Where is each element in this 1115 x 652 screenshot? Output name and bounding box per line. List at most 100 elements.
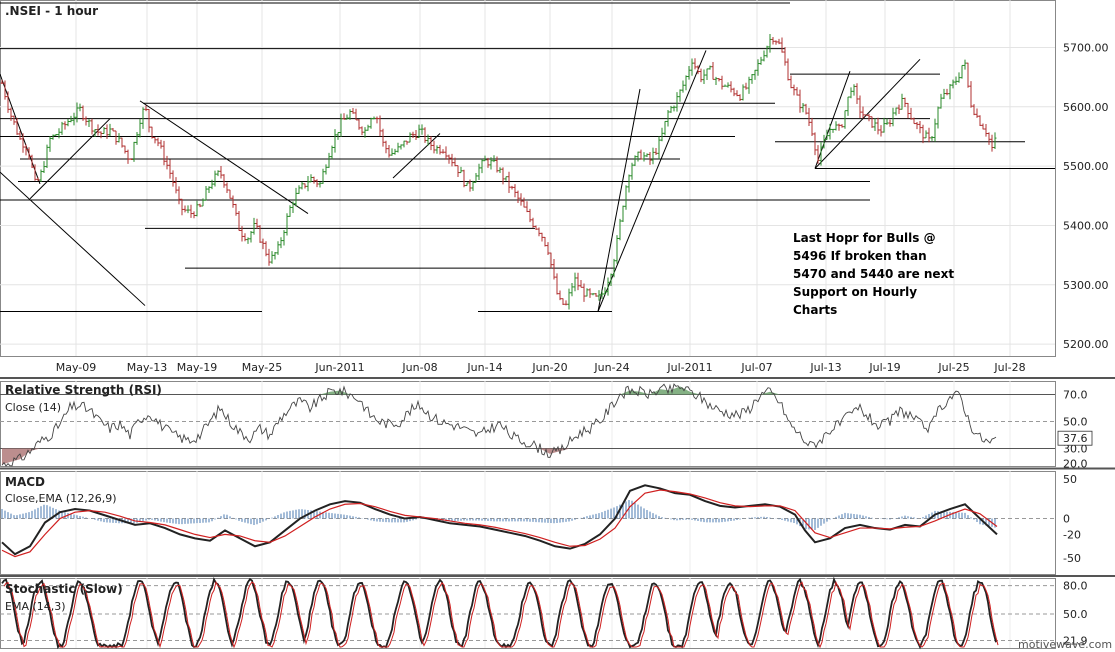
ohlc-bar [441,149,445,154]
annotation-text: Last Hopr for Bulls @ 5496 If broken tha… [793,231,954,317]
ohlc-bar [375,116,379,124]
ohlc-bar [927,127,931,143]
ohlc-bar [831,128,835,133]
ohlc-bar [726,82,730,88]
x-tick-label: Jul-25 [937,361,969,374]
ohlc-bar [81,105,85,121]
ohlc-bar [189,204,193,218]
ohlc-bar [75,102,79,123]
ohlc-bar [480,158,484,174]
ohlc-bar [603,287,607,295]
ohlc-bar [657,136,661,160]
ohlc-bar [765,45,769,58]
ohlc-bar [645,153,649,157]
ohlc-bar [558,290,562,301]
ohlc-bar [291,201,295,213]
x-tick-label: Jun-14 [466,361,502,374]
x-tick-label: Jul-28 [993,361,1025,374]
trend-line [814,58,921,169]
rsi-tick-label: 50.0 [1063,415,1088,428]
ohlc-bar [276,241,280,255]
ohlc-bar [762,50,766,62]
trend-line [392,133,441,179]
ohlc-bar [42,161,46,173]
ohlc-bar [978,115,982,127]
ohlc-bar [582,283,586,302]
ohlc-bar [849,87,853,99]
ohlc-bar [597,290,601,301]
ohlc-bar [756,59,760,76]
stoch-tick-label: 50.0 [1063,608,1088,621]
ohlc-bar [411,131,415,138]
ohlc-bar [612,258,616,278]
ohlc-bar [717,78,721,82]
x-tick-label: Jun-2011 [314,361,364,374]
ohlc-bar [951,79,955,89]
ohlc-bar [729,81,733,93]
ohlc-bar [402,140,406,148]
ohlc-bar [966,62,970,88]
ohlc-bar [633,155,637,166]
ohlc-bar [546,242,550,255]
x-tick-label: Jun-08 [401,361,437,374]
ohlc-bar [414,130,418,141]
ohlc-bar [654,148,658,155]
ohlc-bar [606,277,610,296]
ohlc-bar [372,116,376,120]
ohlc-bar [738,94,742,102]
ohlc-bar [591,293,595,296]
ohlc-bar [531,217,535,228]
rsi-last-value: 37.6 [1063,432,1088,445]
ohlc-bar [234,203,238,216]
ohlc-bar [420,124,424,135]
ohlc-bar [174,177,178,194]
ohlc-bar [63,121,67,130]
ohlc-bar [168,159,172,179]
ohlc-bar [768,34,772,53]
ohlc-bar [867,113,871,122]
ohlc-bar [462,169,466,188]
ohlc-bar [141,107,145,129]
ohlc-bar [825,129,829,140]
ohlc-bar [87,119,91,128]
ohlc-bar [36,177,40,181]
ohlc-bar [648,151,652,165]
ohlc-bar [162,140,166,166]
ohlc-bar [918,121,922,134]
ohlc-bar [6,91,10,113]
annotation-line-5: Charts [793,303,837,317]
ohlc-bar [384,140,388,154]
ohlc-bar [504,176,508,181]
ohlc-bar [159,139,163,149]
ohlc-bar [273,252,277,260]
ohlc-bar [501,167,505,185]
x-tick-label: Jun-20 [531,361,567,374]
y-tick-label: 5700.00 [1063,41,1109,54]
ohlc-bar [627,174,631,193]
ohlc-bar [522,197,526,208]
ohlc-bar [474,172,478,183]
ohlc-bar [528,208,532,223]
ohlc-bar [702,69,706,85]
ohlc-bar [54,134,58,136]
rsi-panel-title: Relative Strength (RSI) [5,383,162,397]
y-tick-label: 5200.00 [1063,338,1109,351]
ohlc-bar [690,58,694,76]
ohlc-bar [720,75,724,90]
ohlc-bar [120,137,124,148]
ohlc-bar [15,117,19,135]
ohlc-bar [987,132,991,145]
ohlc-bar [804,103,808,115]
ohlc-bar [585,288,589,297]
ohlc-bar [183,205,187,213]
ohlc-bar [993,132,997,149]
macd-line [1,484,998,556]
watermark: motivewave.com [1018,638,1112,651]
ohlc-bar [540,232,544,242]
ohlc-bar [741,84,745,101]
ohlc-bar [609,273,613,287]
ohlc-bar [195,200,199,217]
ohlc-bar [912,117,916,125]
stoch-panel-title: Stochastic (Slow) [5,582,123,596]
